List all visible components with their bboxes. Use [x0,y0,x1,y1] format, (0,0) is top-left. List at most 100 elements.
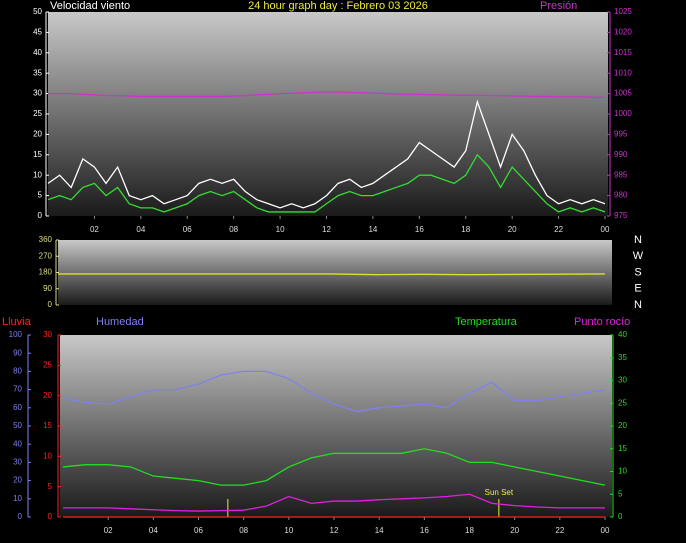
y-tick-label: 30 [43,330,52,339]
x-tick-label: 00 [601,526,610,535]
x-tick-label: 10 [284,526,293,535]
y-tick-label: 40 [13,439,22,448]
direction-label: N [634,299,642,311]
x-tick-label: 22 [554,225,563,234]
y-tick-label: 1010 [614,68,632,77]
x-tick-label: 22 [555,526,564,535]
series-line [62,370,606,413]
y-tick-label: 90 [43,284,52,293]
x-tick-label: 12 [330,526,339,535]
y-tick-label: 1025 [614,7,632,16]
x-tick-label: 02 [90,225,99,234]
y-tick-label: 180 [39,268,53,277]
y-tick-label: 90 [13,348,22,357]
y-tick-label: 20 [618,421,627,430]
y-tick-label: 0 [18,512,23,521]
y-tick-label: 1000 [614,109,632,118]
direction-label: E [634,283,641,295]
series-line [47,99,606,209]
x-tick-label: 18 [461,225,470,234]
direction-label: N [634,234,642,246]
y-tick-label: 5 [48,482,53,491]
x-tick-label: 06 [183,225,192,234]
plot-area [48,12,608,216]
y-tick-label: 10 [13,494,22,503]
y-tick-label: 5 [618,489,623,498]
y-tick-label: 985 [614,170,628,179]
y-tick-label: 40 [618,330,627,339]
series-line [63,493,605,512]
y-axis-label: Humedad [96,316,144,328]
y-tick-label: 40 [33,48,42,57]
x-tick-label: 08 [229,225,238,234]
plot-area [58,240,612,305]
direction-label: W [633,250,644,262]
y-tick-label: 10 [33,170,42,179]
y-tick-label: 15 [43,421,52,430]
series-line [62,448,606,486]
x-tick-label: 14 [375,526,384,535]
x-tick-label: 20 [508,225,517,234]
x-tick-label: 02 [104,526,113,535]
y-tick-label: 25 [618,398,627,407]
y2-axis-label: Lluvia [2,316,32,328]
y-tick-label: 10 [43,451,52,460]
y-tick-label: 25 [33,109,42,118]
y4-axis-label: Punto rocío [574,316,630,328]
x-tick-label: 12 [322,225,331,234]
y-tick-label: 975 [614,211,628,220]
y-tick-label: 20 [13,476,22,485]
y-tick-label: 995 [614,130,628,139]
y-tick-label: 360 [39,235,53,244]
x-tick-label: 18 [465,526,474,535]
y-tick-label: 45 [33,28,42,37]
x-tick-label: 10 [276,225,285,234]
y3-axis-label: Temperatura [455,316,518,328]
y-tick-label: 20 [43,391,52,400]
y-tick-label: 0 [618,512,623,521]
y-tick-label: 35 [33,68,42,77]
y-tick-label: 30 [33,89,42,98]
x-tick-label: 16 [415,225,424,234]
x-tick-label: 00 [601,225,610,234]
y-axis-label: Velocidad viento [50,0,130,12]
direction-label: S [634,266,641,278]
y-tick-label: 15 [33,150,42,159]
y-tick-label: 270 [39,251,53,260]
y-tick-label: 70 [13,385,22,394]
y-tick-label: 1020 [614,28,632,37]
x-tick-label: 20 [510,526,519,535]
y-tick-label: 50 [13,421,22,430]
y-tick-label: 80 [13,367,22,376]
y-tick-label: 25 [43,360,52,369]
x-tick-label: 04 [149,526,158,535]
y2-axis-label: Presión [540,0,577,12]
x-tick-label: 14 [368,225,377,234]
y-tick-label: 15 [618,444,627,453]
y-tick-label: 20 [33,130,42,139]
x-tick-label: 16 [420,526,429,535]
y-tick-label: 1015 [614,48,632,57]
series-line [48,91,605,98]
y-tick-label: 0 [38,211,43,220]
x-tick-label: 08 [239,526,248,535]
y-tick-label: 60 [13,403,22,412]
y-tick-label: 0 [48,512,53,521]
plot-area [60,335,612,517]
chart-title: 24 hour graph day : Febrero 03 2026 [248,0,428,12]
y-tick-label: 0 [48,300,53,309]
y-tick-label: 100 [9,330,23,339]
y-tick-label: 50 [33,7,42,16]
series-line [58,273,606,276]
y-tick-label: 980 [614,191,628,200]
series-line [47,153,606,213]
y-tick-label: 10 [618,467,627,476]
y-tick-label: 30 [13,458,22,467]
x-tick-label: 04 [136,225,145,234]
x-tick-label: 06 [194,526,203,535]
y-tick-label: 35 [618,353,627,362]
y-tick-label: 1005 [614,89,632,98]
y-tick-label: 30 [618,376,627,385]
y-tick-label: 990 [614,150,628,159]
